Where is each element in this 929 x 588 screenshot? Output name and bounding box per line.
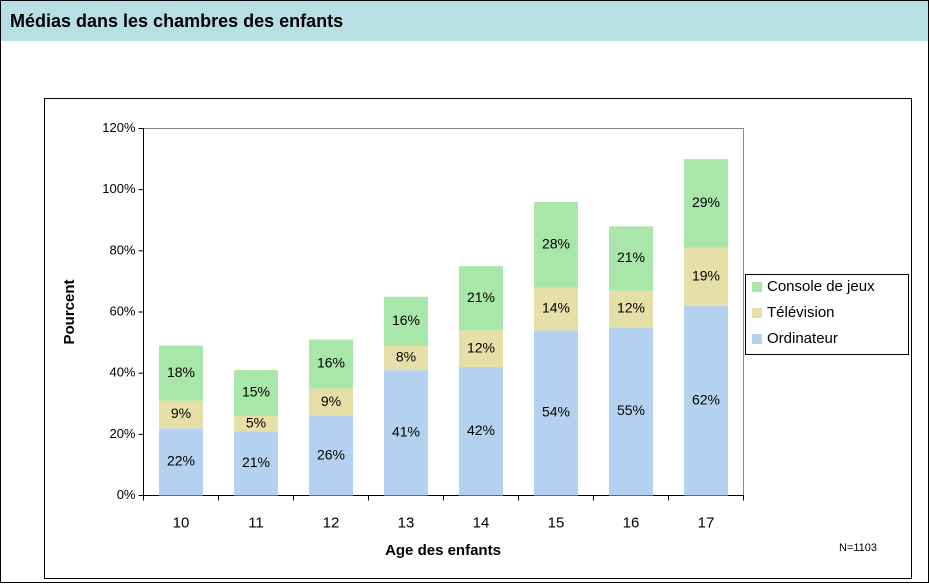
data-label: 12%	[617, 300, 645, 316]
data-label: 21%	[242, 454, 270, 470]
bar-segment	[234, 415, 278, 432]
data-label: 21%	[467, 289, 495, 305]
bar-segment	[234, 370, 278, 416]
data-label: 54%	[542, 404, 570, 420]
y-tick-label: 120%	[102, 120, 136, 135]
x-axis-label: Age des enfants	[385, 542, 501, 559]
bar-segment	[534, 330, 578, 496]
bar-segment	[684, 305, 728, 496]
bar-segment	[309, 339, 353, 389]
x-tick-label: 15	[548, 514, 565, 531]
legend-label: Console de jeux	[767, 278, 875, 295]
y-tick-label: 80%	[109, 242, 135, 257]
legend-swatch	[752, 282, 762, 292]
data-label: 14%	[542, 300, 570, 316]
bar-segment	[159, 400, 203, 429]
bar-segment	[459, 330, 503, 368]
header	[1, 1, 928, 41]
y-tick-label: 20%	[109, 426, 135, 441]
legend-swatch	[752, 334, 762, 344]
data-label: 26%	[317, 446, 345, 462]
data-label: 8%	[396, 349, 416, 365]
chart-title: Médias dans les chambres des enfants	[10, 11, 343, 31]
bar-segment	[459, 266, 503, 331]
x-tick-label: 14	[473, 514, 490, 531]
x-tick-label: 16	[623, 514, 640, 531]
bar-segment	[234, 431, 278, 496]
x-tick-label: 11	[248, 514, 264, 531]
bar-segment	[609, 290, 653, 328]
data-label: 9%	[321, 393, 341, 409]
data-label: 16%	[317, 355, 345, 371]
bar-segment	[309, 415, 353, 496]
bar-segment	[384, 345, 428, 371]
y-tick-label: 100%	[102, 181, 136, 196]
legend-swatch	[752, 308, 762, 318]
bar-segment	[684, 159, 728, 248]
data-label: 41%	[392, 424, 420, 440]
data-label: 29%	[692, 194, 720, 210]
bar-segment	[534, 287, 578, 331]
bar-segment	[684, 247, 728, 306]
annotation: N=1103	[839, 542, 877, 554]
x-tick-label: 12	[323, 514, 340, 531]
y-tick-label: 0%	[117, 487, 136, 502]
bar-segment	[534, 201, 578, 288]
data-label: 18%	[167, 364, 195, 380]
x-tick-label: 10	[173, 514, 190, 531]
y-axis-label: Pourcent	[61, 279, 78, 344]
y-tick-label: 60%	[109, 303, 135, 318]
bar-segment	[159, 428, 203, 496]
bar-segment	[459, 367, 503, 496]
data-label: 16%	[392, 312, 420, 328]
x-tick-label: 17	[698, 514, 715, 531]
plot-area	[143, 128, 744, 496]
data-label: 9%	[171, 405, 191, 421]
data-label: 55%	[617, 402, 645, 418]
legend-label: Ordinateur	[767, 330, 838, 347]
legend-label: Télévision	[767, 304, 835, 321]
data-label: 12%	[467, 339, 495, 355]
data-label: 15%	[242, 384, 270, 400]
data-label: 21%	[617, 249, 645, 265]
bar-segment	[309, 388, 353, 416]
data-label: 28%	[542, 235, 570, 251]
data-label: 22%	[167, 453, 195, 469]
data-label: 19%	[692, 268, 720, 284]
legend	[745, 274, 909, 355]
bar-segment	[384, 370, 428, 496]
data-label: 42%	[467, 422, 495, 438]
x-tick-label: 13	[398, 514, 415, 531]
bar-segment	[609, 327, 653, 496]
y-tick-label: 40%	[109, 365, 135, 380]
data-label: 5%	[246, 414, 266, 430]
data-label: 62%	[692, 391, 720, 407]
bar-segment	[384, 296, 428, 346]
bar-segment	[609, 226, 653, 291]
bar-segment	[159, 345, 203, 401]
